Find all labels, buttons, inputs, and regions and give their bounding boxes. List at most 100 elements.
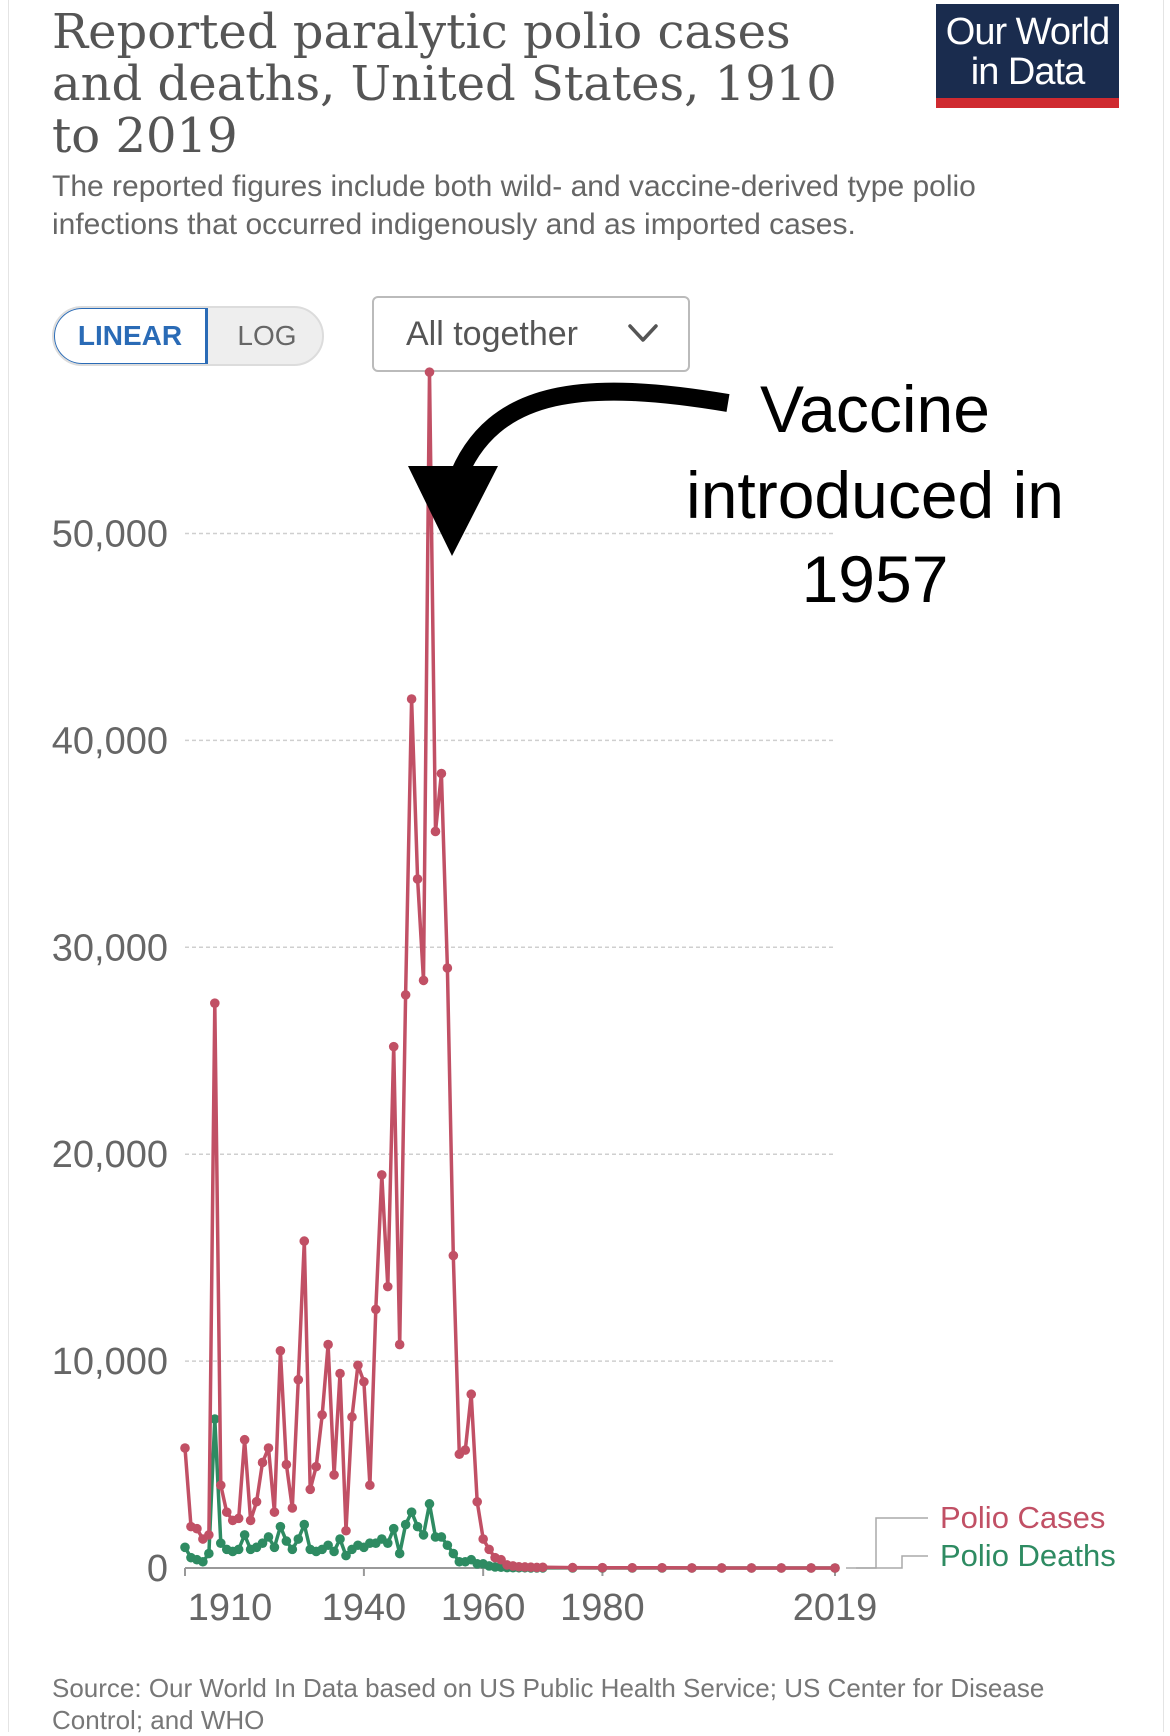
grid-lines [185, 532, 835, 1362]
point-cases-1957 [460, 1445, 471, 1455]
point-cases-1952 [430, 826, 441, 837]
point-deaths-1930 [299, 1519, 310, 1530]
log-scale-button[interactable]: LOG [237, 320, 297, 351]
point-cases-1975 [567, 1562, 578, 1573]
y-tick-label-20000: 20,000 [52, 1134, 168, 1176]
point-cases-1938 [347, 1412, 357, 1422]
point-cases-1960 [478, 1534, 488, 1544]
point-cases-1946 [394, 1339, 405, 1350]
point-cases-1924 [263, 1443, 274, 1453]
x-axis: 1910 1940 1960 1980 2019 [184, 1567, 878, 1629]
annotation-line-2: introduced in [686, 458, 1064, 532]
point-deaths-1913 [198, 1556, 208, 1567]
point-deaths-1935 [329, 1546, 339, 1557]
x-tick-label-1960: 1960 [441, 1587, 526, 1629]
point-cases-1936 [335, 1368, 345, 1379]
point-cases-1942 [371, 1304, 381, 1315]
point-deaths-1951 [424, 1499, 435, 1509]
logo-line-2: in Data [970, 51, 1085, 93]
y-tick-label-40000: 40,000 [52, 720, 168, 762]
point-cases-1930 [299, 1236, 310, 1246]
legend-connector-cases [846, 1517, 928, 1569]
point-cases-1933 [317, 1410, 327, 1420]
point-cases-1920 [239, 1434, 250, 1445]
point-cases-1916 [215, 1480, 226, 1491]
owid-logo[interactable]: Our World in Data [936, 4, 1119, 108]
point-deaths-1920 [239, 1530, 250, 1540]
point-cases-1961 [484, 1544, 494, 1555]
point-deaths-1924 [263, 1532, 274, 1542]
dropdown-label: All together [406, 315, 578, 353]
point-cases-1970 [537, 1562, 548, 1573]
point-deaths-1949 [412, 1521, 423, 1532]
point-cases-1980 [597, 1562, 608, 1573]
point-cases-2010 [776, 1563, 787, 1573]
point-deaths-1950 [418, 1530, 429, 1540]
x-tick-label-2019: 2019 [793, 1587, 878, 1629]
point-cases-1914 [204, 1530, 214, 1540]
point-cases-1915 [210, 998, 220, 1008]
y-tick-label-10000: 10,000 [52, 1341, 168, 1383]
x-tick-label-1940: 1940 [322, 1587, 407, 1629]
line-cases [183, 370, 835, 1570]
point-cases-2015 [806, 1563, 816, 1573]
series-deaths [180, 1414, 840, 1573]
point-cases-1929 [293, 1374, 304, 1385]
point-deaths-1946 [394, 1548, 405, 1559]
point-cases-1943 [376, 1170, 387, 1180]
y-axis-ticks: 0 10,000 20,000 30,000 40,000 50,000 [52, 514, 168, 1590]
linear-scale-button[interactable]: LINEAR [54, 308, 208, 364]
point-deaths-1945 [388, 1523, 399, 1534]
point-cases-1959 [472, 1496, 483, 1507]
point-deaths-1953 [436, 1532, 447, 1542]
point-cases-1949 [412, 874, 423, 884]
point-cases-1940 [359, 1376, 369, 1387]
point-cases-1923 [257, 1457, 268, 1468]
point-cases-1922 [251, 1496, 262, 1507]
y-tick-label-0: 0 [147, 1548, 168, 1590]
point-deaths-1915 [210, 1414, 220, 1424]
point-cases-1944 [382, 1281, 393, 1292]
legend-label-cases: Polio Cases [940, 1500, 1105, 1535]
point-cases-1958 [466, 1389, 477, 1400]
point-cases-1951 [424, 367, 435, 377]
point-cases-1985 [627, 1562, 638, 1573]
point-deaths-1923 [257, 1538, 268, 1548]
source-note: Source: Our World In Data based on US Pu… [52, 1673, 1045, 1735]
point-cases-1919 [233, 1513, 244, 1524]
point-deaths-1937 [341, 1550, 351, 1561]
point-deaths-1910 [180, 1542, 190, 1553]
point-cases-1910 [180, 1443, 190, 1453]
legend-connector-deaths [856, 1555, 928, 1569]
point-cases-1954 [442, 963, 453, 973]
series-cases [180, 367, 840, 1573]
point-deaths-1925 [269, 1542, 280, 1553]
point-cases-1925 [269, 1507, 280, 1517]
point-cases-1931 [305, 1484, 316, 1495]
point-cases-1947 [400, 990, 411, 1000]
annotation-line-3: 1957 [802, 542, 949, 616]
scale-toggle: LINEAR LOG [52, 306, 324, 366]
point-cases-2019 [830, 1563, 840, 1573]
point-cases-2000 [716, 1563, 727, 1573]
point-cases-1948 [406, 694, 417, 704]
point-deaths-1947 [400, 1519, 411, 1530]
point-deaths-1929 [293, 1534, 304, 1544]
point-deaths-1954 [442, 1540, 453, 1551]
y-tick-label-30000: 30,000 [52, 927, 168, 969]
point-cases-1921 [245, 1515, 256, 1526]
series-layer [180, 367, 840, 1573]
point-deaths-1934 [323, 1540, 333, 1551]
point-cases-1955 [448, 1250, 459, 1261]
vaccine-annotation: Vaccine introduced in 1957 [408, 372, 1064, 616]
point-cases-2005 [746, 1563, 757, 1573]
annotation-line-1: Vaccine [760, 372, 990, 446]
point-deaths-1944 [382, 1538, 393, 1548]
point-cases-1932 [311, 1461, 321, 1472]
point-deaths-1914 [204, 1548, 214, 1559]
facet-dropdown[interactable]: All together [372, 296, 690, 372]
y-tick-label-50000: 50,000 [52, 514, 168, 556]
point-deaths-1948 [406, 1507, 417, 1517]
